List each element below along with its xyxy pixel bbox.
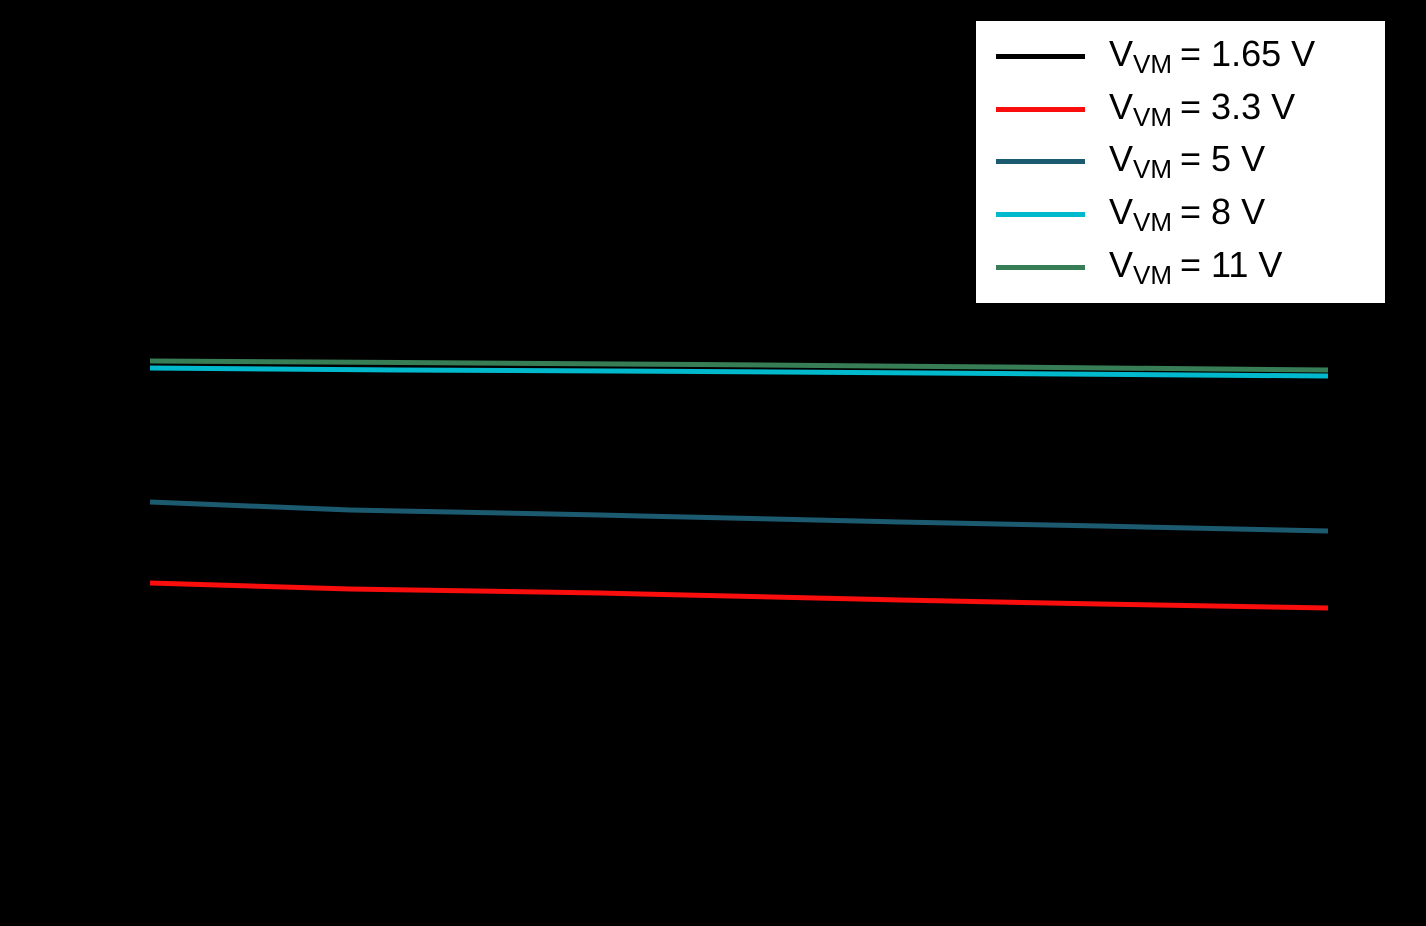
legend-item-vvm-5: VVM = 5 V [976,138,1385,185]
legend-label: VVM = 8 V [1109,191,1266,238]
legend-box: VVM = 1.65 V VVM = 3.3 V VVM = 5 V VVM = 8 V… [973,18,1388,306]
legend-item-vvm-3-3: VVM = 3.3 V [976,86,1385,133]
legend-label: VVM = 5 V [1109,138,1266,185]
legend-item-vvm-8: VVM = 8 V [976,191,1385,238]
legend-label: VVM = 3.3 V [1109,85,1296,132]
plot-line [149,365,1329,379]
plot-line [149,499,1329,534]
legend-line-swatch [996,212,1085,218]
legend-label: VVM = 11 V [1109,244,1283,291]
legend-item-vvm-1-65: VVM = 1.65 V [976,33,1385,80]
legend-item-vvm-11: VVM = 11 V [976,244,1385,291]
legend-line-swatch [996,53,1085,59]
legend-label: VVM = 1.65 V [1109,32,1316,79]
legend-line-swatch [996,265,1085,271]
legend-line-swatch [996,106,1085,112]
plot-line [149,358,1329,373]
plot-line [149,580,1329,611]
legend-line-swatch [996,159,1085,165]
